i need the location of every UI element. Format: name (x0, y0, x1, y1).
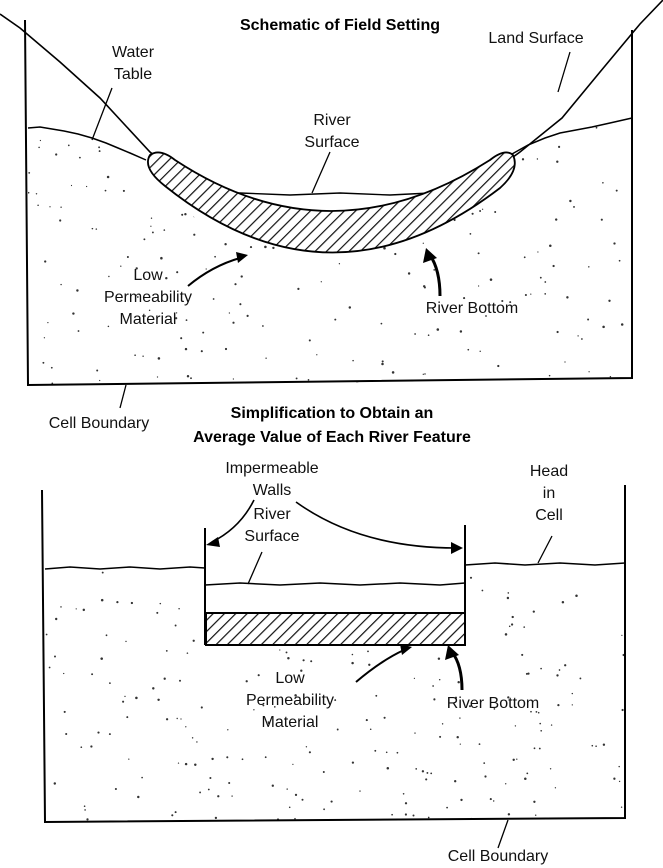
water-table-leader (91, 87, 113, 141)
walls-arrowhead-right (451, 542, 463, 554)
low-permeability-arrow-top (187, 257, 241, 287)
cell-boundary-box-top (24, 19, 633, 387)
cell-boundary-label-top: Cell Boundary (48, 415, 150, 432)
land-surface-leader (557, 51, 571, 93)
river-surface-label-top: River Surface (304, 112, 360, 151)
water-table-line-right (511, 117, 633, 155)
river-surface-leader-top (311, 151, 331, 194)
cell-boundary-box-bottom (41, 485, 626, 824)
cell-boundary-leader-bottom (497, 819, 509, 849)
walls-arrowhead-left (206, 537, 220, 547)
river-bottom-arrowhead-top (423, 248, 437, 263)
river-surface-label-bottom: River Surface (244, 506, 300, 545)
river-bottom-arrow-bottom (450, 651, 464, 691)
river-bottom-arrowhead-bottom (445, 645, 459, 660)
head-in-cell-leader (537, 535, 553, 564)
cell-boundary-leader-top (119, 384, 127, 409)
top-diagram-title: Schematic of Field Setting (239, 17, 441, 34)
head-line-right (464, 562, 626, 566)
low-permeability-layer-bottom (205, 612, 466, 646)
river-bottom-label-top: River Bottom (425, 300, 519, 317)
low-permeability-label-top: Low Permeability Material (103, 267, 193, 328)
simplified-diagram (41, 485, 626, 849)
head-in-cell-label: Head in Cell (529, 463, 569, 524)
land-surface-label: Land Surface (488, 30, 584, 47)
bottom-diagram-title: Simplification to Obtain an Average Valu… (193, 405, 471, 446)
river-bottom-label-bottom: River Bottom (446, 695, 540, 712)
water-table-label: Water Table (111, 44, 155, 83)
low-permeability-arrowhead-top (236, 252, 248, 263)
impermeable-walls-label: Impermeable Walls (225, 460, 319, 499)
low-permeability-lens-top (147, 151, 516, 254)
water-table-line-left (27, 126, 147, 161)
low-permeability-label-bottom: Low Permeability Material (245, 670, 335, 731)
river-bottom-arrow-top (428, 254, 442, 297)
low-permeability-arrowhead-bottom (400, 644, 412, 655)
head-line-left (44, 566, 206, 570)
cell-boundary-label-bottom: Cell Boundary (447, 848, 549, 865)
river-surface-leader-bottom (247, 551, 263, 585)
river-surface-line-bottom (204, 582, 466, 586)
walls-arrow-right (295, 501, 457, 549)
low-permeability-arrow-bottom (355, 649, 405, 683)
